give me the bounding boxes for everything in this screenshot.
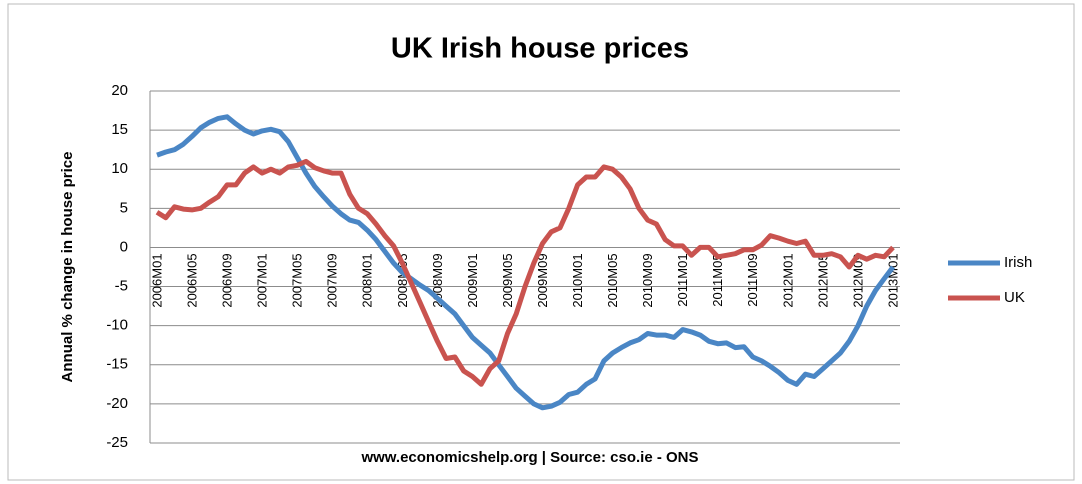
legend-label: UK [1004, 289, 1025, 306]
y-axis-label: Annual % change in house price [59, 152, 76, 383]
y-tick-label: 0 [120, 238, 128, 255]
y-tick-label: 5 [120, 199, 128, 216]
y-tick-label: -25 [106, 434, 128, 451]
legend-label: Irish [1004, 254, 1032, 271]
x-tick-label: 2008M01 [360, 253, 375, 307]
x-tick-label: 2009M01 [465, 253, 480, 307]
line-series [155, 158, 895, 387]
y-tick-label: -15 [106, 356, 128, 373]
footer: www.economicshelp.org | Source: cso.ie -… [360, 449, 698, 466]
y-tick-label: -10 [106, 317, 128, 334]
x-tick-label: 2012M01 [780, 253, 795, 307]
x-tick-label: 2010M09 [640, 253, 655, 307]
y-tick-label: -20 [106, 395, 128, 412]
chart-border [7, 3, 1075, 481]
x-tick-label: 2006M09 [220, 253, 235, 307]
x-tick-label: 2013M01 [885, 253, 900, 307]
x-tick-label: 2006M01 [149, 253, 164, 307]
x-tick-label: 2006M05 [184, 253, 199, 307]
x-tick-label: 2011M01 [675, 253, 690, 306]
y-tick-label: 20 [111, 82, 128, 99]
x-tick-label: 2009M05 [500, 253, 515, 307]
x-tick-label: 2012M09 [850, 253, 865, 307]
x-tick-label: 2010M01 [570, 253, 585, 307]
chart-title: UK Irish house prices [391, 33, 689, 65]
y-tick-label: 10 [111, 160, 128, 177]
x-tick-label: 2011M05 [710, 253, 725, 306]
x-tick-label: 2007M05 [290, 253, 305, 307]
x-tick-label: 2009M09 [535, 253, 550, 307]
x-tick-label: 2011M09 [745, 253, 760, 306]
y-tick-label: -5 [115, 278, 128, 295]
x-tick-label: 2007M09 [325, 253, 340, 307]
line-series [156, 114, 895, 411]
x-tick-label: 2007M01 [255, 253, 270, 307]
x-tick-label: 2012M05 [815, 253, 830, 307]
y-tick-label: 15 [111, 121, 128, 138]
x-tick-label: 2010M05 [605, 253, 620, 307]
